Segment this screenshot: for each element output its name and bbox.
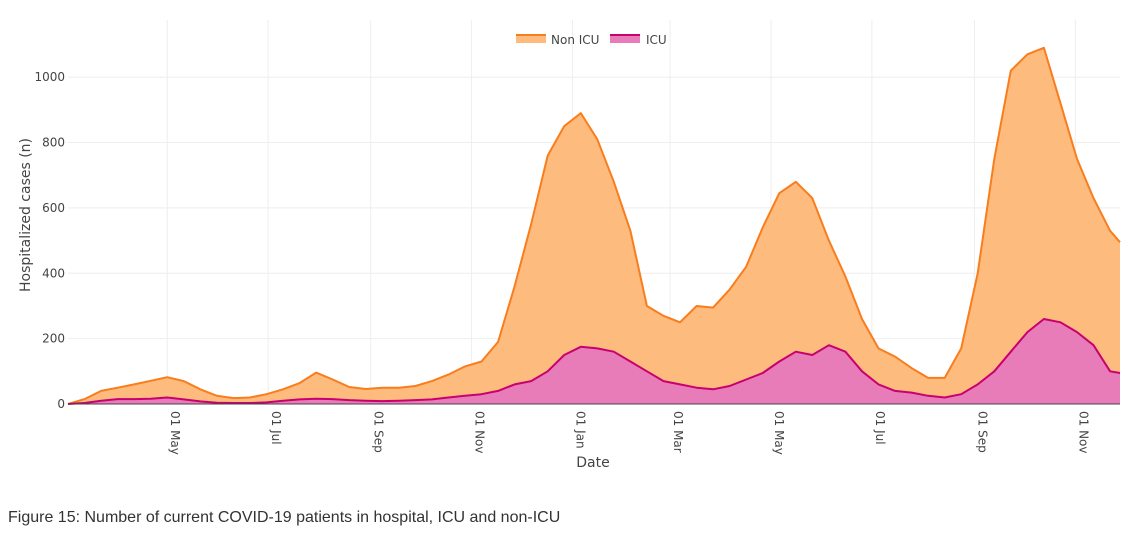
hospitalization-chart: 0 200 400 600 800 1000 01 May 01 Jul 01 Sep 01 No… <box>18 20 1121 471</box>
y-tick-label: 600 <box>42 201 65 215</box>
series-area-non-icu <box>68 47 1120 405</box>
legend-label-icu[interactable]: ICU <box>646 33 667 47</box>
figure-caption: Figure 15: Number of current COVID-19 pa… <box>8 509 561 526</box>
y-tick-label: 400 <box>42 266 65 280</box>
x-tick-label: 01 Jan <box>573 411 587 449</box>
y-tick-label: 200 <box>42 332 65 346</box>
legend-swatch-icu[interactable] <box>610 35 640 43</box>
x-axis-title: Date <box>576 455 609 471</box>
series-areas <box>67 46 1121 405</box>
series-area-icu <box>68 319 1120 404</box>
y-tick-label: 800 <box>42 136 65 150</box>
legend-label-non-icu[interactable]: Non ICU <box>551 33 599 47</box>
axes: 0 200 400 600 800 1000 01 May 01 Jul 01 Sep 01 No… <box>34 70 1120 455</box>
y-axis-title: Hospitalized cases (n) <box>18 138 34 292</box>
chart-container: 0 200 400 600 800 1000 01 May 01 Jul 01 Sep 01 No… <box>18 20 1121 471</box>
x-tick-label: 01 Sep <box>372 411 386 453</box>
y-tick-label: 1000 <box>34 70 65 84</box>
x-tick-label: 01 Jul <box>269 411 283 445</box>
x-tick-label: 01 Nov <box>1076 411 1090 454</box>
series-line-icu <box>67 318 1121 405</box>
y-tick-label: 0 <box>57 397 65 411</box>
legend[interactable]: Non ICU ICU <box>516 33 667 47</box>
x-tick-label: 01 May <box>168 411 182 455</box>
x-tick-label: 01 Nov <box>473 411 487 454</box>
series-line-non-icu <box>67 46 1121 405</box>
x-tick-label: 01 Mar <box>671 411 685 453</box>
x-tick-label: 01 Sep <box>975 411 989 453</box>
x-tick-label: 01 Jul <box>873 411 887 445</box>
x-tick-label: 01 May <box>772 411 786 455</box>
legend-swatch-non-icu[interactable] <box>516 35 546 43</box>
